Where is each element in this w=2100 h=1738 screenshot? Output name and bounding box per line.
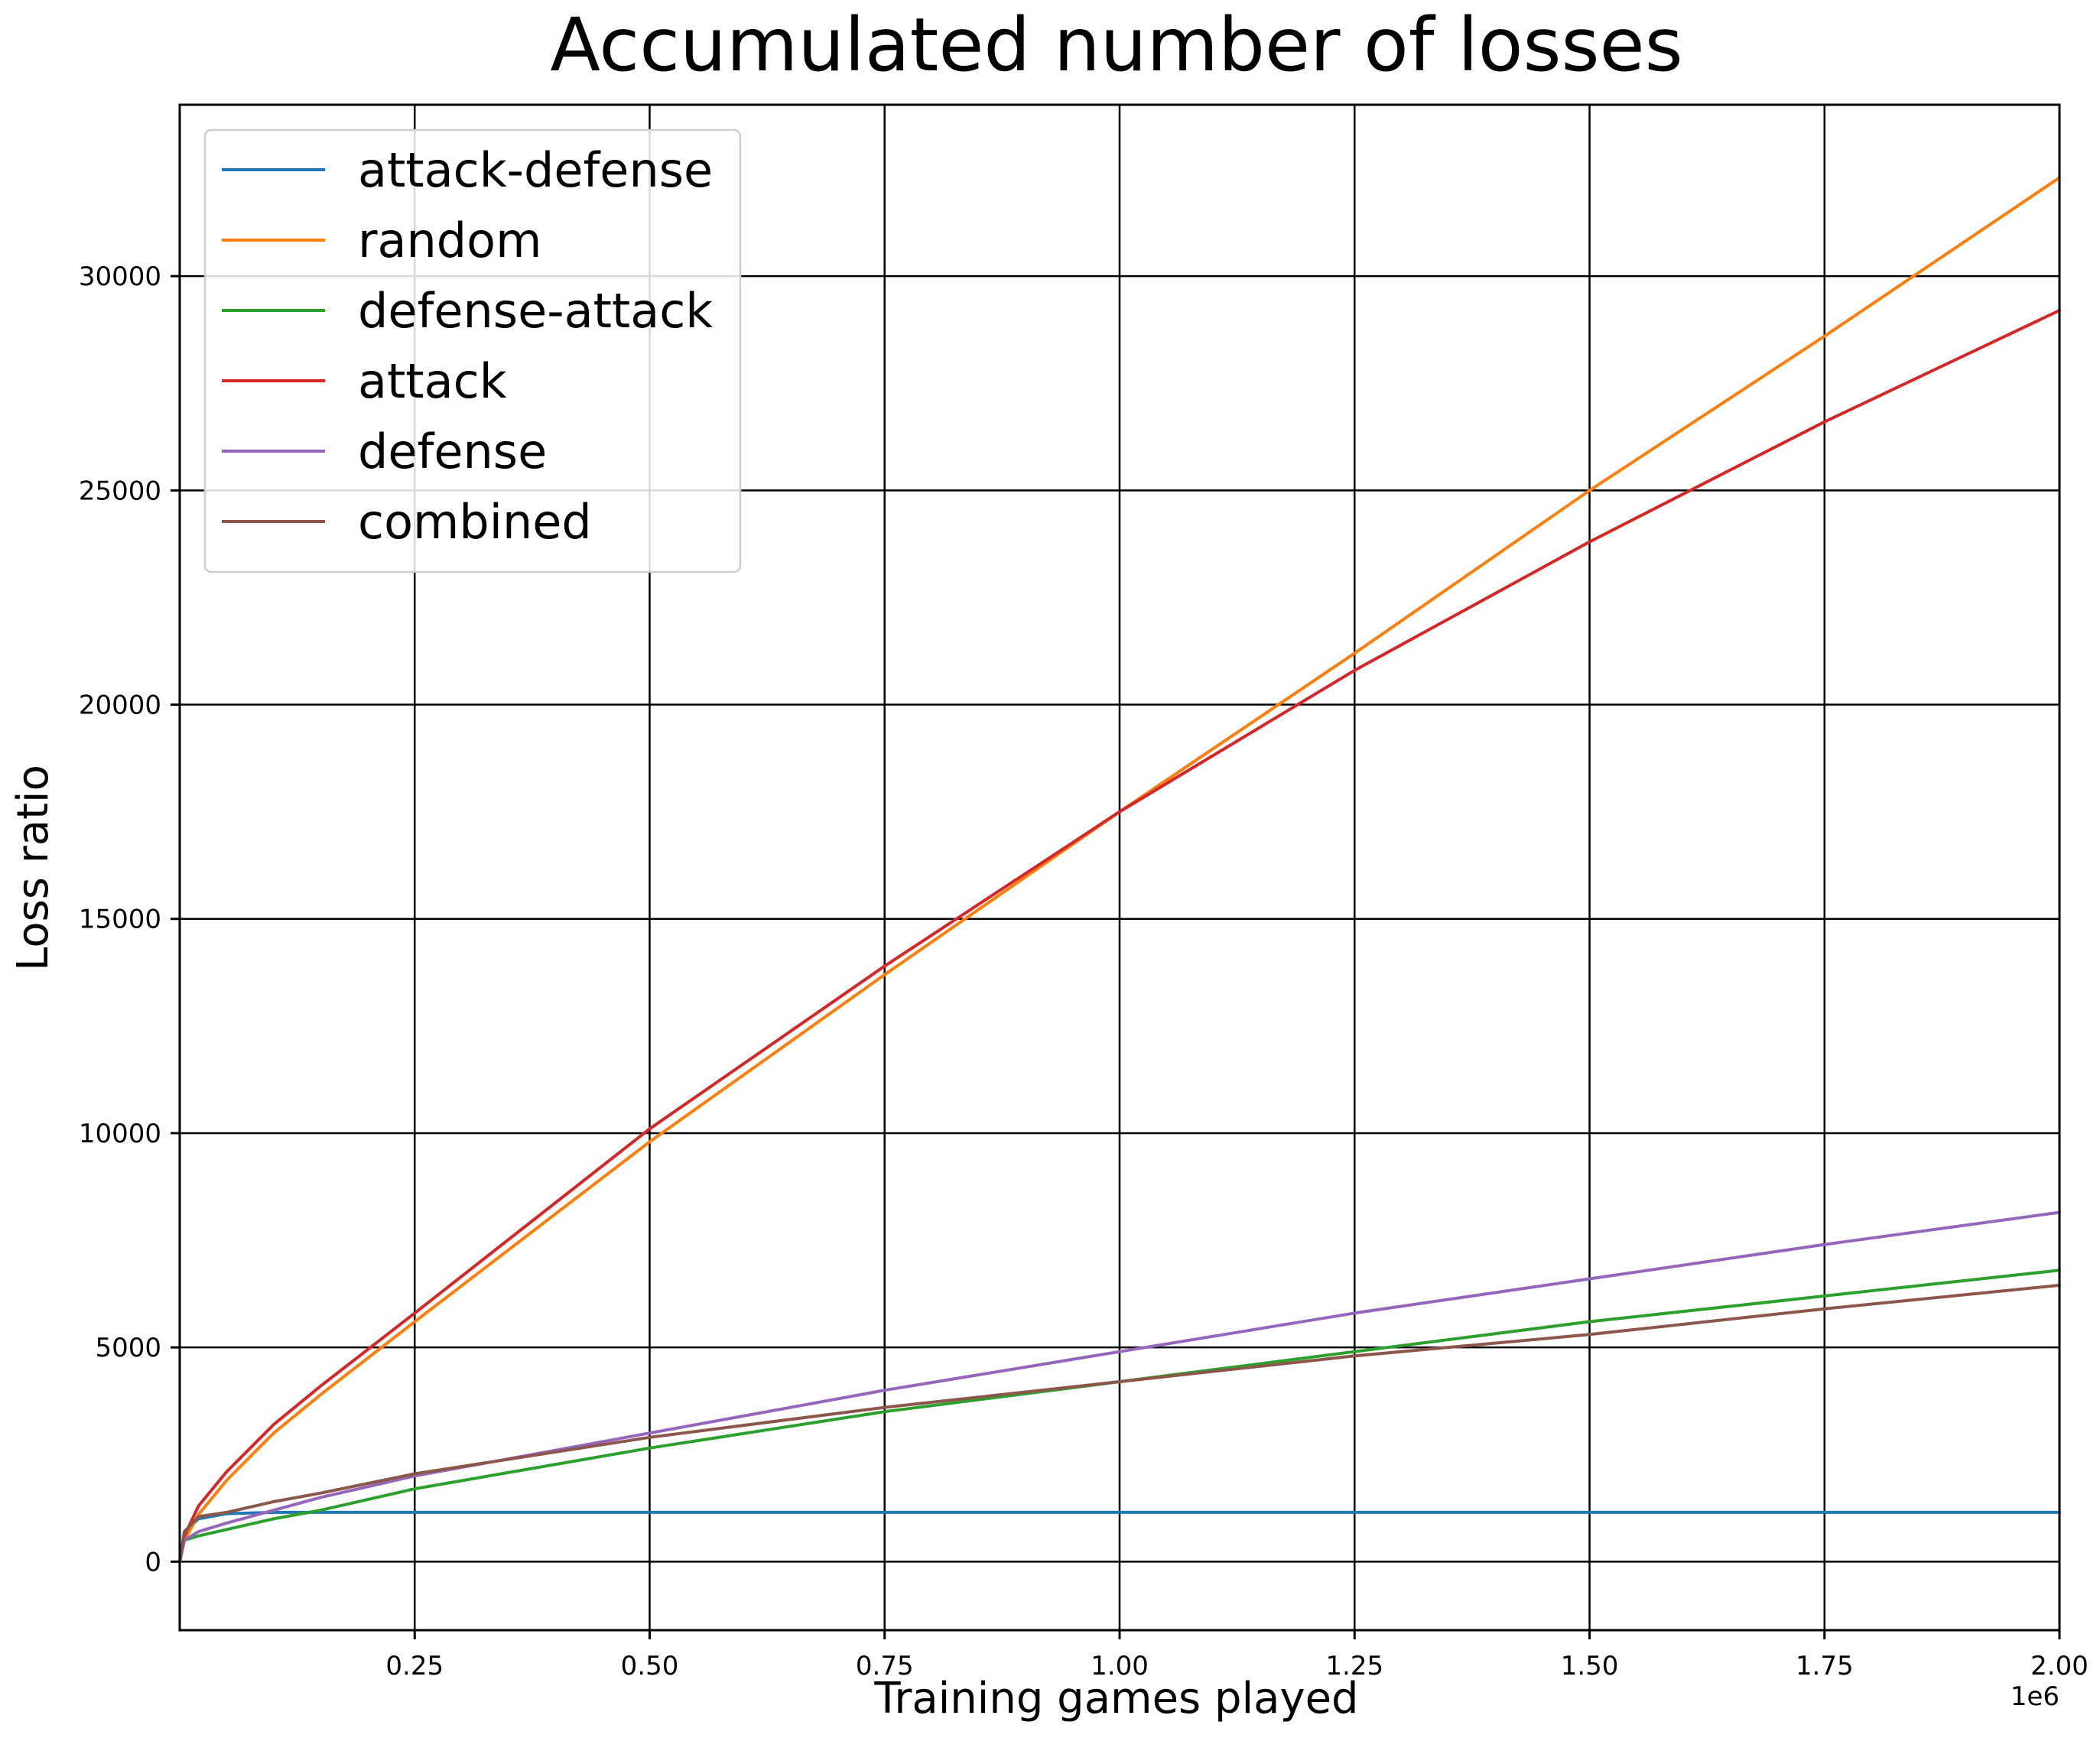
y-tick-label: 5000 (95, 1333, 161, 1363)
x-tick-label: 1.25 (1325, 1651, 1383, 1681)
x-tick-label: 0.75 (856, 1651, 914, 1681)
legend-label-attack-defense: attack-defense (358, 142, 713, 198)
legend-label-combined: combined (358, 494, 592, 550)
x-tick-label: 0.50 (621, 1651, 679, 1681)
x-tick-label: 0.25 (385, 1651, 444, 1681)
y-tick-label: 20000 (79, 690, 161, 721)
y-tick-label: 30000 (79, 262, 161, 292)
legend-label-defense: defense (358, 424, 547, 479)
grid (180, 105, 2061, 1630)
series-line-defense-attack (178, 1269, 2061, 1564)
series-line-attack-defense (178, 1510, 2061, 1564)
x-axis-offset-label: 1e6 (2011, 1681, 2059, 1712)
x-tick-label: 1.00 (1091, 1651, 1149, 1681)
x-axis-label: Training games played (873, 1674, 1358, 1723)
y-tick-label: 15000 (79, 905, 161, 935)
y-tick-label: 10000 (79, 1119, 161, 1149)
series-line-attack (178, 309, 2061, 1564)
legend-box (203, 128, 742, 573)
series-line-combined (178, 1283, 2061, 1564)
y-axis-ticks: 0 5000 10000 15000 20000 25000 30000 (79, 262, 180, 1577)
legend-label-random: random (358, 213, 541, 268)
legend: attack-defense random defense-attack attack… (203, 128, 742, 573)
legend-label-attack: attack (358, 353, 507, 409)
x-tick-label: 1.50 (1561, 1651, 1619, 1681)
y-axis-label: Loss ratio (8, 765, 58, 971)
x-tick-label: 1.75 (1796, 1651, 1854, 1681)
legend-label-defense-attack: defense-attack (358, 283, 713, 339)
x-tick-label: 2.00 (2030, 1651, 2089, 1681)
x-axis-ticks: 0.25 0.50 0.75 1.00 1.25 1.50 1.75 2.00 (385, 1630, 2089, 1681)
series-lines (178, 176, 2061, 1564)
chart-title: Accumulated number of losses (550, 2, 1682, 88)
y-tick-label: 0 (145, 1547, 161, 1577)
y-tick-label: 25000 (79, 476, 161, 506)
series-line-random (178, 176, 2061, 1564)
